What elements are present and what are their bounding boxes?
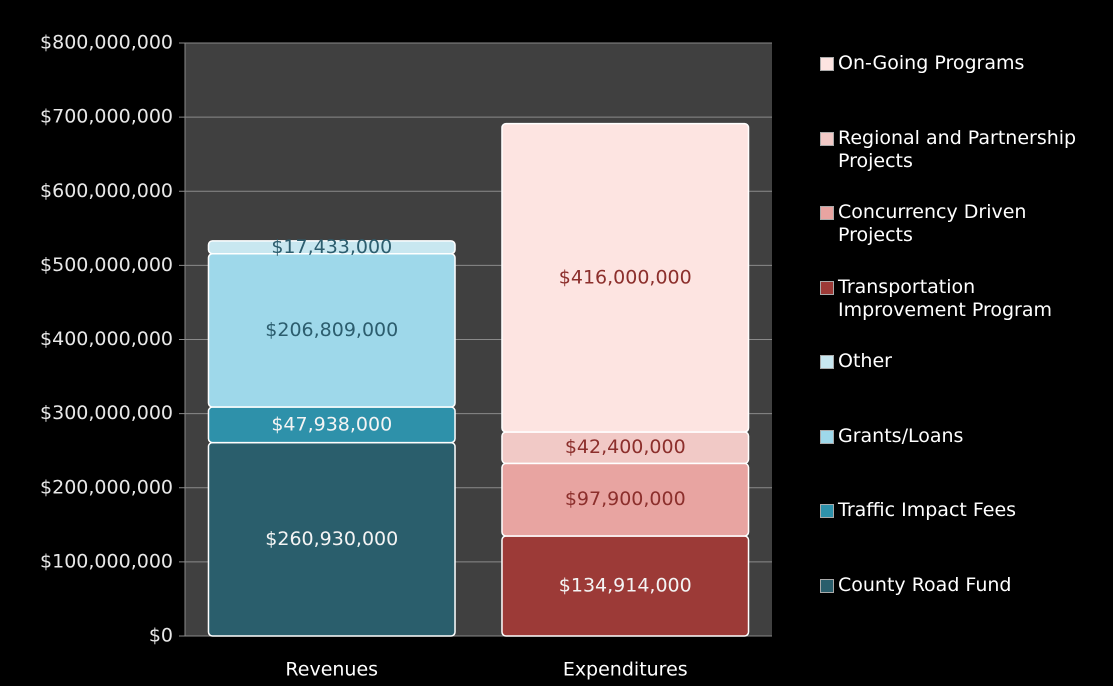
- data-label: $97,900,000: [565, 488, 686, 510]
- y-tick-label: $400,000,000: [40, 328, 173, 350]
- x-tick-label: Expenditures: [563, 659, 688, 681]
- legend-label: Regional and Partnership Projects: [838, 126, 1077, 172]
- legend-item: Other: [820, 350, 1105, 373]
- legend-swatch: [820, 504, 834, 518]
- data-label: $416,000,000: [559, 266, 692, 288]
- legend-item: Transportation Improvement Program: [820, 276, 1105, 322]
- bar-segment: [207, 240, 456, 255]
- data-label: $134,914,000: [559, 574, 692, 596]
- data-label: $42,400,000: [565, 436, 686, 458]
- legend-swatch: [820, 355, 834, 369]
- legend-item: Grants/Loans: [820, 425, 1105, 448]
- legend-item: Regional and Partnership Projects: [820, 127, 1105, 173]
- legend-label: County Road Fund: [838, 573, 1012, 596]
- y-tick-label: $500,000,000: [40, 254, 173, 276]
- y-tick-label: $800,000,000: [40, 32, 173, 54]
- legend-swatch: [820, 280, 834, 295]
- y-tick-label: $700,000,000: [40, 106, 173, 128]
- bar-segment: [501, 122, 750, 433]
- legend-label: Concurrency Driven Projects: [838, 201, 1027, 246]
- legend-item: Traffic Impact Fees: [820, 499, 1105, 522]
- legend-swatch: [820, 578, 834, 593]
- legend-swatch: [820, 57, 834, 71]
- y-tick-label: $200,000,000: [40, 476, 173, 498]
- legend-label: Other: [838, 350, 892, 372]
- legend-label: Transportation Improvement Program: [838, 275, 1053, 321]
- legend-label: Traffic Impact Fees: [838, 499, 1017, 521]
- data-label: $47,938,000: [271, 413, 392, 435]
- legend-label: On-Going Programs: [838, 52, 1025, 74]
- legend-swatch: [820, 206, 834, 220]
- y-tick-label: $0: [149, 625, 173, 647]
- legend-item: Concurrency Driven Projects: [820, 201, 1105, 247]
- legend-swatch: [820, 131, 834, 146]
- legend-item: On-Going Programs: [820, 52, 1105, 75]
- data-label: $260,930,000: [265, 528, 398, 550]
- data-label: $206,809,000: [265, 319, 398, 341]
- y-tick-label: $600,000,000: [40, 180, 173, 202]
- data-label: $17,433,000: [271, 236, 392, 258]
- y-tick-label: $300,000,000: [40, 402, 173, 424]
- y-tick-label: $100,000,000: [40, 550, 173, 572]
- x-tick-label: Revenues: [285, 659, 378, 681]
- legend-label: Grants/Loans: [838, 424, 964, 447]
- legend-swatch: [820, 429, 834, 444]
- legend-item: County Road Fund: [820, 574, 1105, 597]
